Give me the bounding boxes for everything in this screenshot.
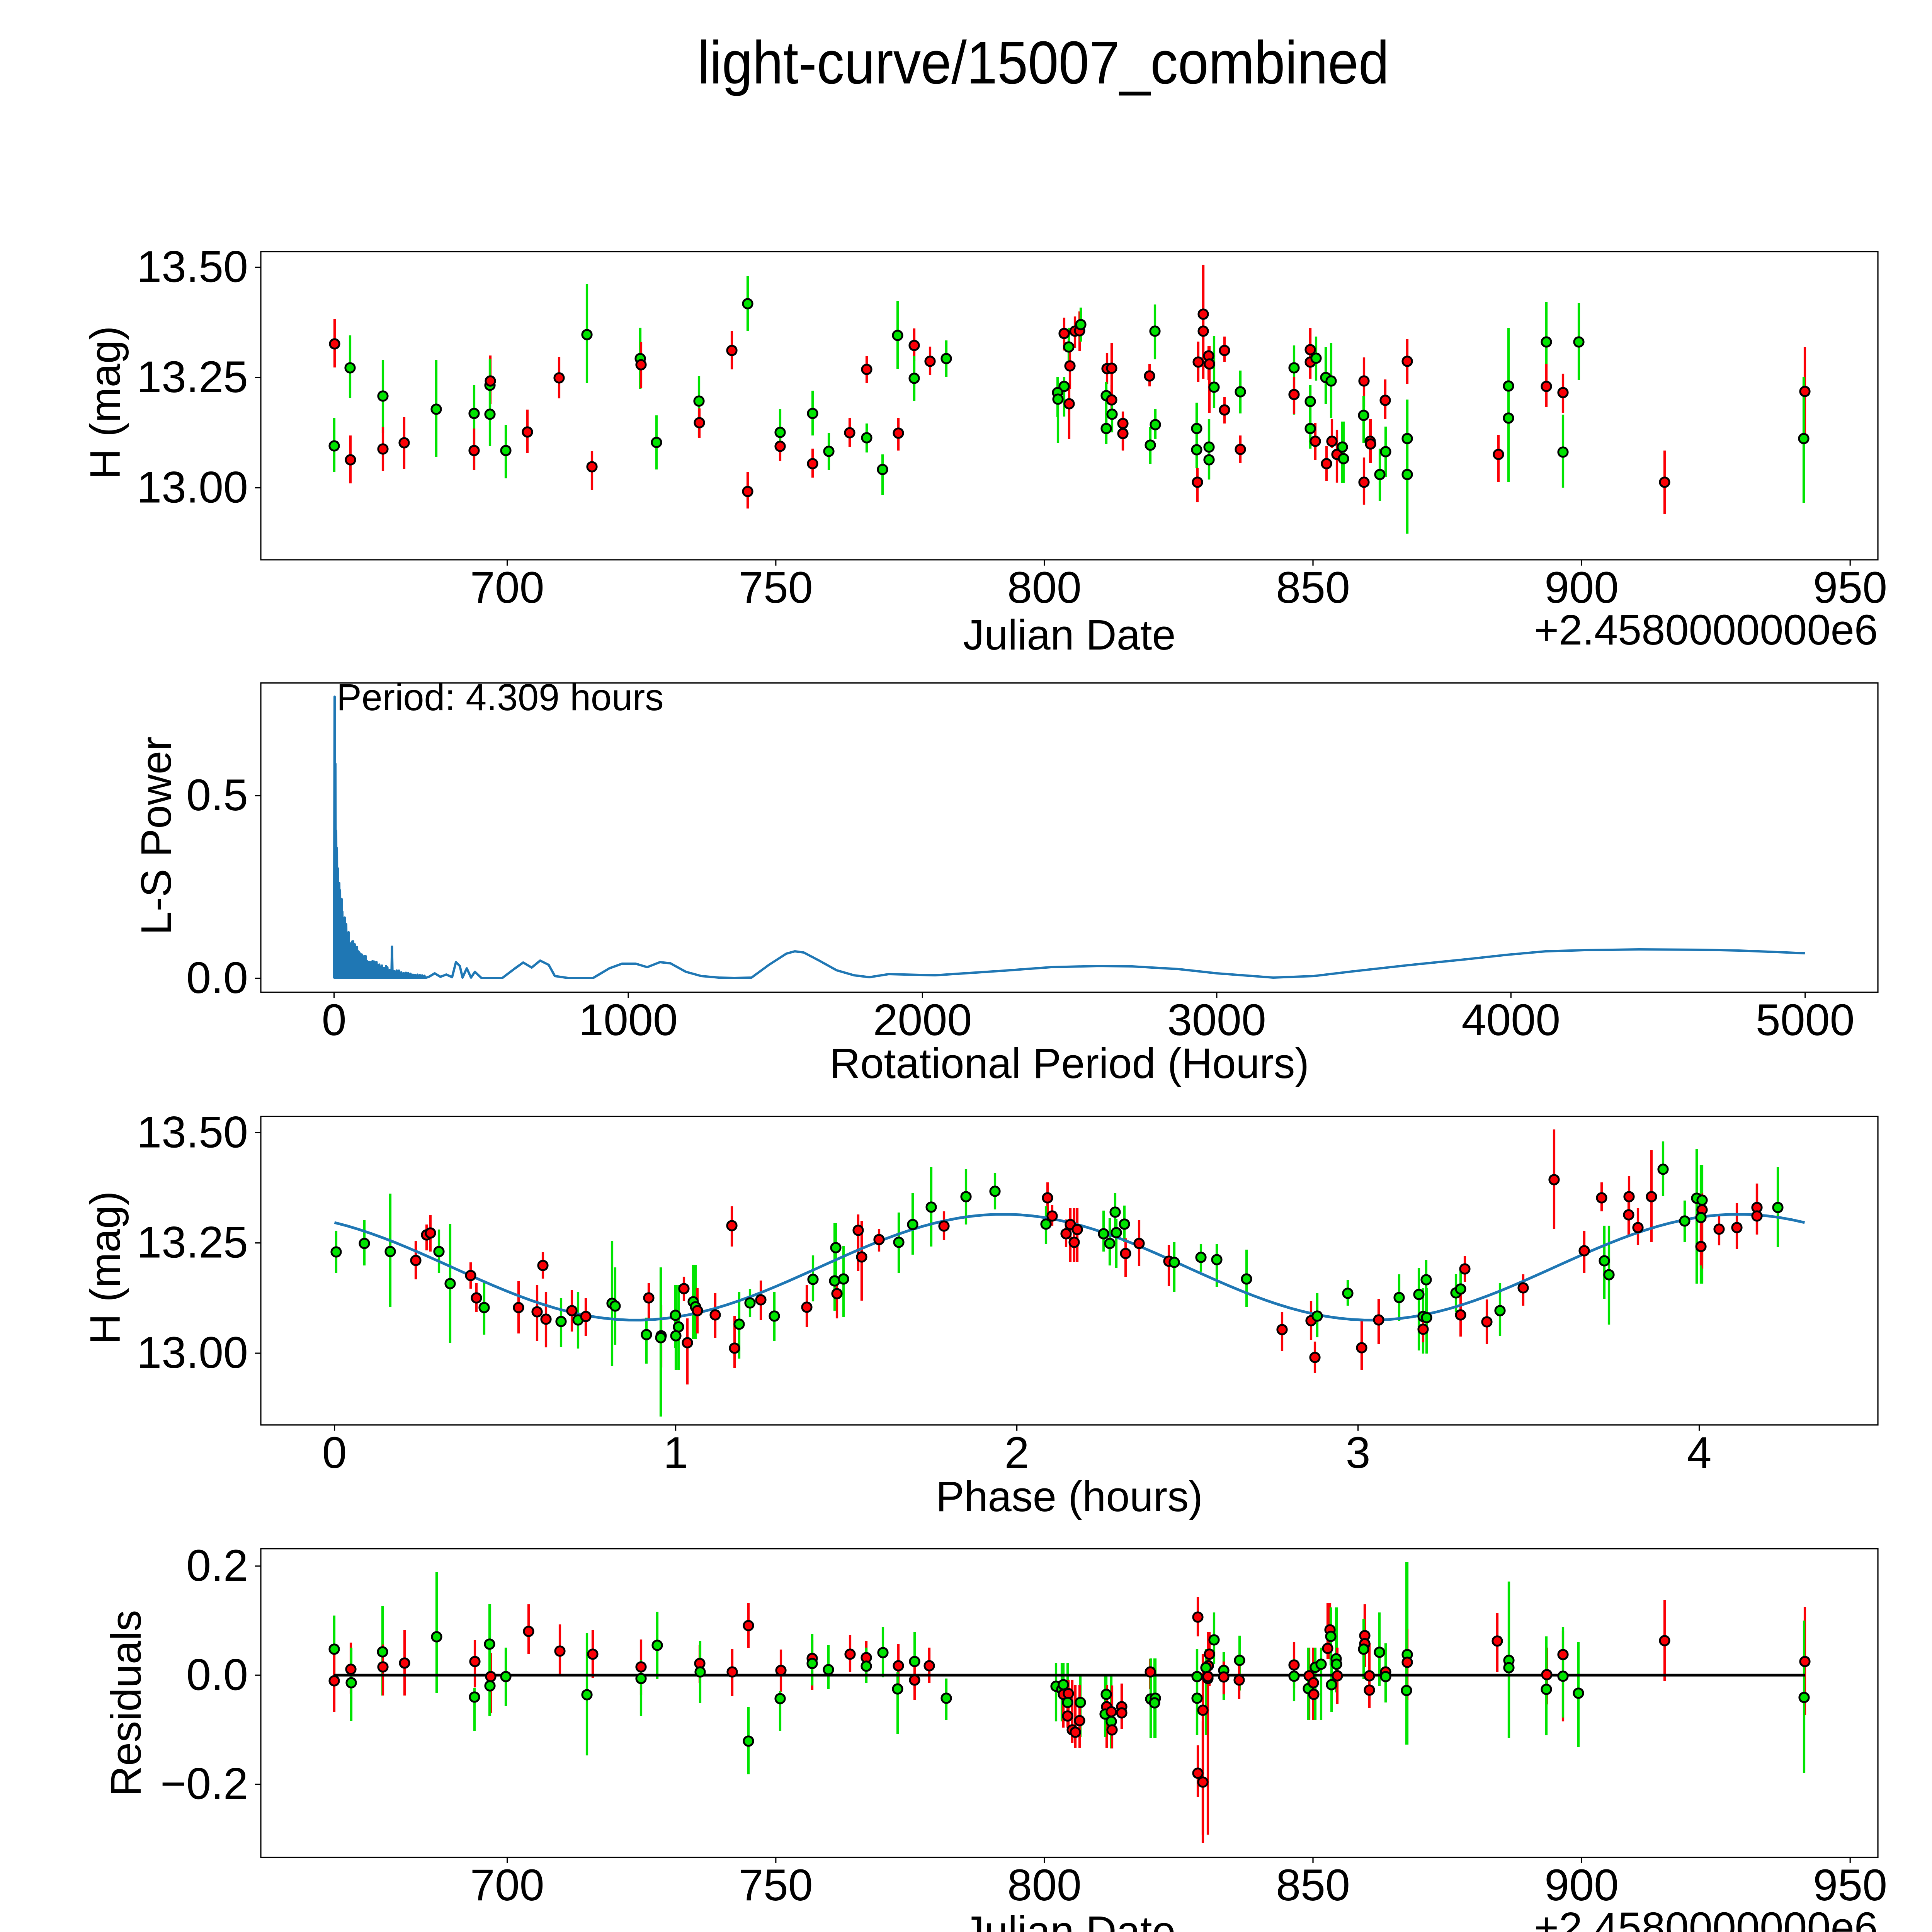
svg-text:light-curve/15007_combined: light-curve/15007_combined: [697, 29, 1389, 97]
svg-text:3: 3: [1346, 1428, 1371, 1478]
svg-text:Julian Date: Julian Date: [963, 611, 1175, 659]
svg-text:13.00: 13.00: [137, 463, 248, 512]
svg-text:Residuals: Residuals: [102, 1610, 150, 1796]
svg-text:850: 850: [1276, 563, 1350, 612]
svg-text:5000: 5000: [1756, 995, 1855, 1045]
svg-text:13.00: 13.00: [137, 1328, 248, 1378]
svg-text:850: 850: [1276, 1861, 1350, 1910]
svg-text:3000: 3000: [1167, 995, 1266, 1045]
svg-text:Rotational Period (Hours): Rotational Period (Hours): [830, 1040, 1309, 1087]
svg-text:950: 950: [1813, 1861, 1887, 1910]
svg-text:+2.4580000000e6: +2.4580000000e6: [1534, 606, 1878, 654]
svg-text:13.25: 13.25: [137, 1218, 248, 1267]
svg-text:700: 700: [470, 1861, 544, 1910]
svg-text:13.25: 13.25: [137, 352, 248, 402]
svg-text:700: 700: [470, 563, 544, 612]
svg-text:Julian Date: Julian Date: [963, 1908, 1175, 1932]
svg-text:Phase (hours): Phase (hours): [936, 1473, 1203, 1520]
svg-text:2000: 2000: [873, 995, 972, 1045]
svg-text:900: 900: [1544, 563, 1619, 612]
svg-text:13.50: 13.50: [137, 1107, 248, 1157]
svg-text:4000: 4000: [1461, 995, 1560, 1045]
svg-text:800: 800: [1007, 1861, 1082, 1910]
svg-text:H (mag): H (mag): [82, 326, 129, 479]
svg-text:1000: 1000: [579, 995, 678, 1045]
svg-text:0.0: 0.0: [186, 1650, 248, 1699]
svg-text:13.50: 13.50: [137, 242, 248, 292]
svg-text:L-S Power: L-S Power: [133, 736, 180, 935]
svg-text:750: 750: [739, 563, 813, 612]
svg-text:0: 0: [322, 995, 347, 1045]
svg-text:2: 2: [1005, 1428, 1029, 1478]
svg-text:−0.2: −0.2: [160, 1759, 248, 1809]
svg-text:750: 750: [739, 1861, 813, 1910]
svg-text:+2.4580000000e6: +2.4580000000e6: [1534, 1904, 1878, 1932]
svg-text:900: 900: [1544, 1861, 1619, 1910]
svg-text:800: 800: [1007, 563, 1082, 612]
svg-text:0.2: 0.2: [186, 1541, 248, 1590]
svg-text:4: 4: [1687, 1428, 1712, 1478]
svg-text:1: 1: [663, 1428, 688, 1478]
svg-text:H (mag): H (mag): [82, 1191, 129, 1344]
svg-text:0: 0: [322, 1428, 347, 1478]
svg-text:0.5: 0.5: [186, 770, 248, 820]
svg-text:0.0: 0.0: [186, 953, 248, 1003]
svg-text:950: 950: [1813, 563, 1887, 612]
